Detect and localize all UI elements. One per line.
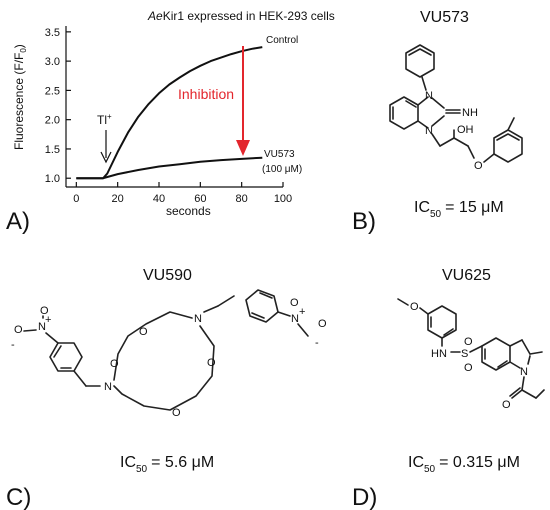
svg-text:O: O xyxy=(172,407,181,419)
svg-text:OH: OH xyxy=(457,124,474,136)
x-tick-label: 0 xyxy=(73,193,79,205)
svg-text:O: O xyxy=(464,362,473,374)
svg-text:O: O xyxy=(40,305,49,317)
vu590-ic50: IC50 = 5.6 μM xyxy=(120,454,214,475)
chart-title: AeKir1 expressed in HEK-293 cells xyxy=(147,9,335,23)
x-tick-label: 100 xyxy=(274,193,292,205)
panel-b: VU573 N N NH OH O xyxy=(352,9,523,235)
svg-text:N: N xyxy=(104,381,112,393)
series-layer xyxy=(76,46,263,180)
svg-text:O: O xyxy=(410,301,419,313)
panel-d: VU625 O HN S O O N xyxy=(352,267,545,510)
svg-text:N: N xyxy=(520,366,528,378)
vu573-title: VU573 xyxy=(420,9,469,26)
y-ticks: 1.0 1.5 2.0 2.5 3.0 3.5 xyxy=(45,27,71,185)
svg-text:O: O xyxy=(139,326,148,338)
panel-d-letter: D) xyxy=(352,484,377,510)
x-tick-label: 80 xyxy=(236,193,248,205)
x-tick-label: 20 xyxy=(112,193,124,205)
tl-arrowhead xyxy=(100,151,112,164)
vu573-structure: N N NH OH O xyxy=(389,44,523,172)
svg-text:O: O xyxy=(207,357,216,369)
svg-text:S: S xyxy=(461,348,468,360)
svg-text:O: O xyxy=(290,297,299,309)
panel-c-letter: C) xyxy=(6,484,31,510)
svg-text:N: N xyxy=(425,90,433,102)
vu590-structure: N + O O - N N O O O O xyxy=(11,289,327,419)
panel-a-letter: A) xyxy=(6,208,30,235)
svg-text:O: O xyxy=(502,399,511,411)
svg-text:-: - xyxy=(11,339,15,351)
panel-b-letter: B) xyxy=(352,208,376,235)
vu625-title: VU625 xyxy=(442,267,491,284)
y-tick-label: 1.0 xyxy=(45,173,60,185)
svg-text:N: N xyxy=(194,313,202,325)
svg-text:+: + xyxy=(45,314,51,326)
svg-text:O: O xyxy=(464,336,473,348)
panel-c: VU590 N + O O - N N O O O O xyxy=(6,267,327,510)
svg-text:-: - xyxy=(315,337,319,349)
svg-text:O: O xyxy=(14,324,23,336)
vu625-structure: O HN S O O N xyxy=(397,298,545,411)
y-tick-label: 2.5 xyxy=(45,85,60,97)
svg-text:HN: HN xyxy=(431,348,447,360)
series-line-vu573 xyxy=(76,156,263,180)
y-axis-label: Fluorescence (F/F0) xyxy=(12,44,28,150)
y-tick-label: 1.5 xyxy=(45,144,60,156)
x-tick-label: 60 xyxy=(194,193,206,205)
vu573-ic50: IC50 = 15 μM xyxy=(414,199,504,220)
svg-text:O: O xyxy=(318,318,327,330)
y-tick-label: 2.0 xyxy=(45,115,60,127)
svg-text:N: N xyxy=(425,125,433,137)
svg-text:N: N xyxy=(38,321,46,333)
inhibition-arrowhead xyxy=(236,140,250,156)
x-axis-label: seconds xyxy=(166,204,211,218)
inhibition-label: Inhibition xyxy=(178,86,234,102)
x-ticks: 0 20 40 60 80 100 xyxy=(73,182,292,205)
y-tick-label: 3.5 xyxy=(45,27,60,39)
svg-text:O: O xyxy=(474,160,483,172)
panel-a: AeKir1 expressed in HEK-293 cells 1.0 1.5… xyxy=(6,9,335,235)
svg-text:NH: NH xyxy=(462,107,478,119)
vu590-title: VU590 xyxy=(143,267,192,284)
control-label: Control xyxy=(266,35,298,46)
tl-annotation: Tl+ xyxy=(97,112,112,127)
y-tick-label: 3.0 xyxy=(45,56,60,68)
vu573-series-label: VU573 xyxy=(264,149,295,160)
vu625-ic50: IC50 = 0.315 μM xyxy=(408,454,520,475)
x-tick-label: 40 xyxy=(153,193,165,205)
svg-text:O: O xyxy=(110,358,119,370)
svg-text:N: N xyxy=(291,313,299,325)
vu573-concentration-label: (100 μM) xyxy=(262,164,302,175)
svg-text:+: + xyxy=(299,306,305,318)
